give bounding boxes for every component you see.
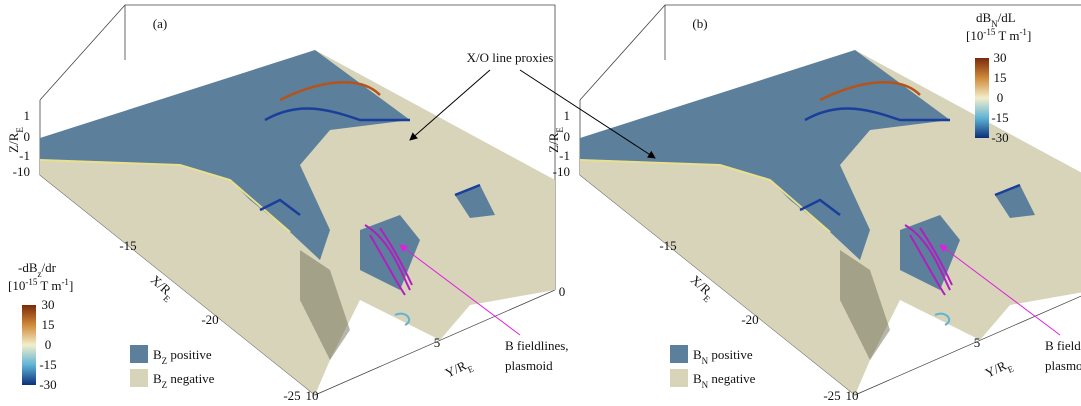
x-tick-label: -20 — [741, 312, 758, 327]
colorbar-tick-label: 0 — [997, 90, 1004, 105]
colorbar-tick-label: 30 — [994, 50, 1007, 65]
text-part: negative — [708, 371, 756, 386]
y-tick-label: 0 — [559, 284, 566, 299]
colorbar-tick-label: -15 — [39, 357, 56, 372]
annotation: B fieldlines, — [505, 338, 569, 353]
x-tick-label: -15 — [659, 238, 676, 253]
text-part: B — [693, 347, 702, 362]
x-tick-label: -15 — [119, 238, 136, 253]
text-part: /dr — [42, 260, 57, 275]
colorbar — [975, 58, 989, 138]
legend-label: BN negative — [693, 371, 756, 390]
text-part: ] — [69, 278, 73, 293]
annotation: plasmoid — [505, 358, 553, 373]
legend-swatch — [130, 345, 148, 363]
text-part: Y/R — [443, 358, 469, 381]
legend-swatch — [670, 345, 688, 363]
z-tick-label: -10 — [13, 164, 30, 179]
text-part: -dB — [18, 260, 38, 275]
text-part: -15 — [983, 27, 995, 37]
text-part: Y/R — [983, 358, 1009, 381]
figure: X/O line proxies (a)10-1-10Z/RE-15-20-25… — [0, 0, 1081, 406]
y-tick-label: 10 — [306, 388, 319, 403]
text-part: [10 — [966, 28, 983, 43]
text-part: B — [693, 371, 702, 386]
x-tick-label: -20 — [201, 312, 218, 327]
text-part: positive — [708, 347, 753, 362]
text-part: Z/R — [546, 132, 561, 153]
colorbar-tick-label: 15 — [42, 317, 55, 332]
colorbar-tick-label: 0 — [45, 337, 52, 352]
y-axis-label: Y/RE — [443, 355, 476, 384]
legend-label: BZ negative — [153, 371, 215, 390]
annotation: plasmoid — [1045, 358, 1081, 373]
panel-label: (a) — [153, 16, 167, 31]
text-part: [10 — [8, 278, 25, 293]
colorbar-tick-label: 30 — [42, 297, 55, 312]
text-part: dB — [976, 10, 992, 25]
shared-annotation: X/O line proxies — [467, 50, 554, 65]
x-tick-label: -25 — [283, 388, 300, 403]
colorbar-tick-label: -15 — [991, 110, 1008, 125]
text-part: negative — [167, 371, 215, 386]
panel-label: (b) — [692, 16, 707, 31]
text-part: ] — [1027, 28, 1031, 43]
text-part: B — [153, 347, 162, 362]
colorbar-unit: [10-15 T m-1] — [966, 27, 1031, 43]
text-part: -1 — [61, 277, 69, 287]
y-tick-label: 5 — [974, 335, 981, 350]
z-tick-label: 1 — [564, 108, 571, 123]
text-part: T m — [37, 278, 61, 293]
z-tick-label: 1 — [24, 108, 31, 123]
colorbar-unit: [10-15 T m-1] — [8, 277, 73, 293]
text-part: -1 — [1019, 27, 1027, 37]
text-part: E — [1006, 363, 1016, 375]
text-part: B — [153, 371, 162, 386]
annotation: B fieldlines, — [1045, 338, 1081, 353]
legend-swatch — [130, 369, 148, 387]
x-tick-label: -25 — [823, 388, 840, 403]
text-part: E — [555, 127, 565, 133]
legend-label: BN positive — [693, 347, 753, 366]
colorbar-tick-label: -30 — [39, 377, 56, 392]
y-axis-label: Y/RE — [983, 355, 1016, 384]
z-tick-label: -10 — [553, 164, 570, 179]
text-part: -15 — [25, 277, 37, 287]
text-part: T m — [995, 28, 1019, 43]
text-part: positive — [167, 347, 212, 362]
legend-swatch — [670, 369, 688, 387]
colorbar-title: dBN/dL — [976, 10, 1016, 29]
text-part: E — [15, 127, 25, 133]
colorbar-tick-label: -30 — [991, 130, 1008, 145]
y-tick-label: 10 — [846, 388, 859, 403]
colorbar-tick-label: 15 — [994, 70, 1007, 85]
text-part: Z/R — [6, 132, 21, 153]
y-tick-label: 5 — [434, 335, 441, 350]
legend-label: BZ positive — [153, 347, 212, 366]
text-part: E — [466, 363, 476, 375]
text-part: /dL — [998, 10, 1016, 25]
colorbar — [22, 305, 36, 385]
